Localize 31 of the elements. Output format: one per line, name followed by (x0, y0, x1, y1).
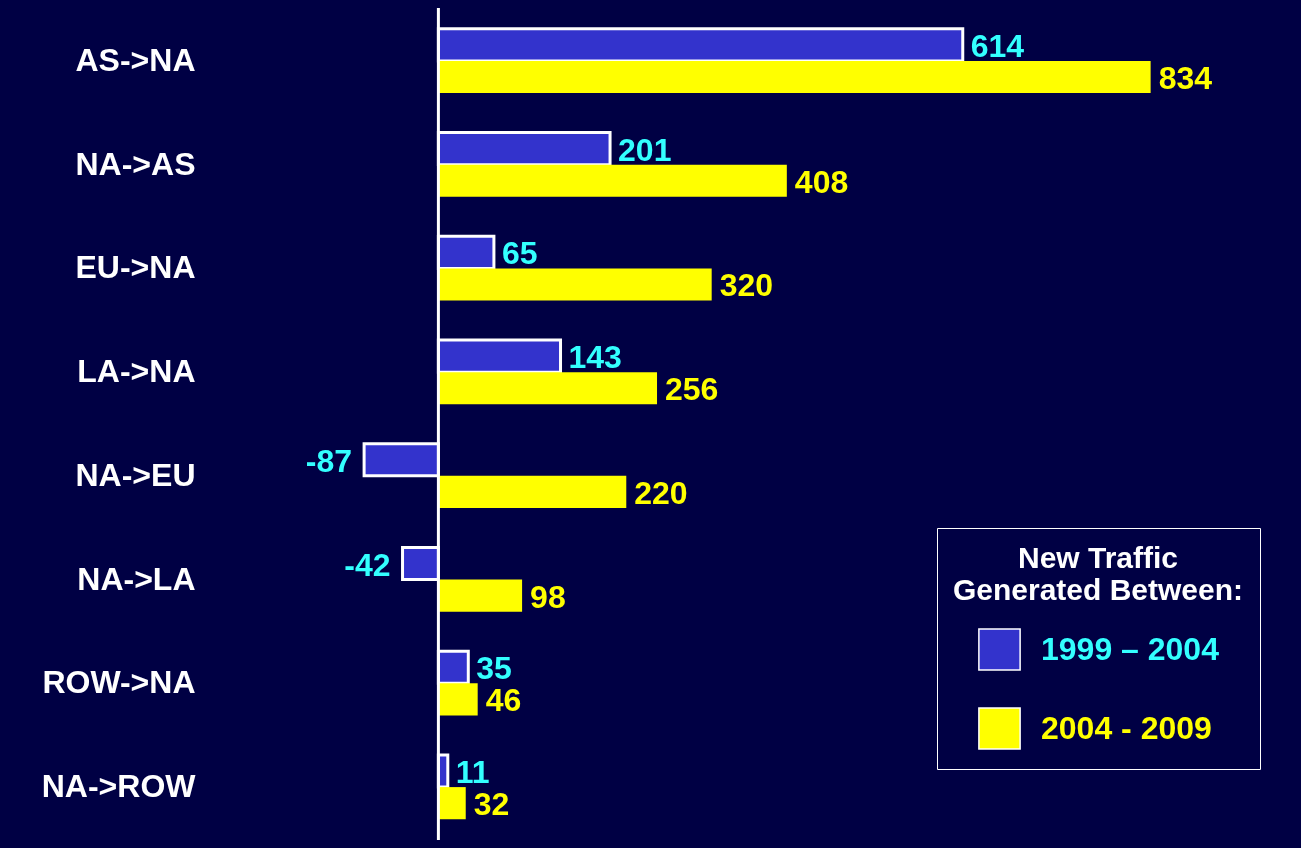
data-label: 614 (970, 27, 1025, 64)
data-label: 408 (794, 163, 849, 200)
y-tick-label: NA->LA (77, 560, 196, 597)
data-label: 98 (530, 578, 566, 615)
bar (438, 164, 787, 197)
y-tick-label: LA->NA (77, 353, 196, 390)
data-label: -42 (344, 546, 391, 583)
y-tick-label: NA->ROW (41, 768, 197, 805)
data-label: 834 (1158, 59, 1213, 96)
bar (438, 60, 1151, 94)
bar (438, 683, 478, 716)
data-label: 201 (618, 131, 672, 168)
legend-title: New Traffic Generated Between: (952, 541, 1244, 606)
bar (438, 372, 658, 405)
y-tick-label: NA->AS (75, 145, 196, 182)
data-label: 65 (501, 235, 538, 272)
bar (438, 787, 466, 820)
bar (438, 268, 712, 301)
data-label: 143 (568, 339, 622, 376)
data-label: 320 (719, 267, 774, 304)
bar (438, 579, 523, 612)
y-tick-label: ROW->NA (42, 664, 196, 701)
data-label: 220 (634, 474, 688, 511)
y-tick-label: EU->NA (75, 249, 196, 286)
legend-label: 1999 – 2004 (1041, 630, 1220, 667)
y-tick-label: NA->EU (75, 456, 196, 493)
legend-label: 2004 - 2009 (1041, 709, 1212, 746)
data-label: 256 (665, 371, 719, 408)
y-tick-label: AS->NA (75, 41, 196, 78)
data-label: -87 (305, 442, 353, 479)
bar (438, 475, 627, 509)
